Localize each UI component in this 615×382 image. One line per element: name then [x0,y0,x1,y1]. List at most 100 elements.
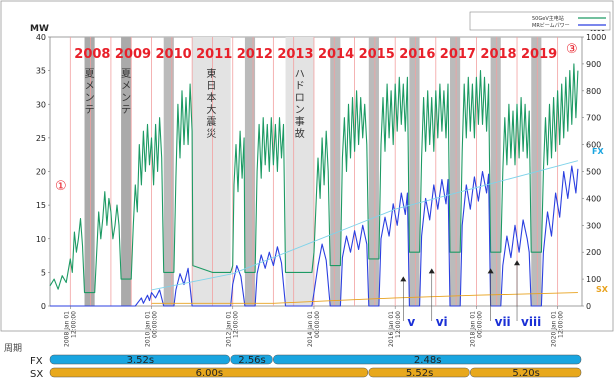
shutdown-label-char: テ [85,105,95,116]
event-marker-label: v [407,315,415,329]
shutdown-band [163,37,174,306]
x-tick-label: 2010 Jan 01 [145,311,152,347]
year-label: 2016 [399,47,435,62]
y-left-tick-label: 40 [36,33,46,42]
x-tick-label: 00:00:00 [314,311,321,338]
shutdown-label-char: 東 [206,67,216,80]
chart-frame [0,0,614,332]
x-tick-label: 2014 Jan 01 [307,311,314,347]
x-tick-label: 2012 Jan 01 [226,311,233,347]
shutdown-label-char: テ [121,105,131,116]
legend-item-1: 50GeV主电站 [532,15,564,22]
event-marker-arrow [487,268,494,274]
cycle-bar-layer: 3.52s 2.56s 2.48s 6.00s 5.52s 5.20s [49,354,582,379]
shutdown-band [285,37,314,306]
y-right-tick-label: 200 [586,248,601,257]
y-left-tick-label: 10 [36,235,46,244]
y-right-tick-label: 400 [586,194,601,203]
y-left-tick-label: 30 [36,100,46,109]
y-left-tick-label: 0 [41,302,46,311]
sx-segment-label: 6.00s [196,368,223,379]
year-label-layer: 2008 2009 2010 2011 2012 2013 2014 2015 2016 2017… [74,47,557,62]
x-tick-label: 00:00:00 [476,311,483,338]
year-label: 2017 [440,47,476,62]
event-marker-label: vii [495,315,511,329]
year-label: 2015 [359,47,395,62]
event-marker-arrow [400,276,407,282]
shutdown-label-char: ド [295,81,305,92]
event-marker-label: viii [521,315,541,329]
x-tick-label: 2016 Jan 01 [388,311,395,347]
series-line-fx [151,160,579,291]
series-layer [49,63,579,307]
sx-segment-label: 5.20s [512,368,539,379]
y-left-unit: MW [30,24,49,34]
y-right-tick-label: 300 [586,221,601,230]
year-label: 2009 [115,47,151,62]
shutdown-label-char: 日 [206,81,216,92]
y-right-tick-label: 800 [586,87,601,96]
y-right-tick-label: 100 [586,275,601,284]
shutdown-label-char: ン [85,93,95,104]
sx-side-label: SX [596,285,609,294]
shutdown-band [84,37,95,306]
fx-segment-label: 2.56s [238,355,265,366]
circle-label-3: ③ [566,42,578,57]
fx-segment [230,354,273,365]
event-marker-layer: v vi vii viii [400,260,541,329]
shutdown-label-char: ン [295,105,305,116]
circle-label-1: ① [55,179,67,194]
year-label: 2008 [74,47,110,62]
fx-segment-label: 2.48s [414,355,441,366]
year-label: 2018 [480,47,516,62]
shutdown-label-char: 事 [295,115,305,128]
shutdown-band [368,37,379,306]
x-tick-label: 2018 Jan 01 [469,311,476,347]
y-left-tick-label: 35 [36,67,46,76]
series-line-50gev主电站 [49,63,579,294]
y-left-tick-label: 5 [41,268,46,277]
fx-segment-label: 3.52s [127,355,154,366]
year-label: 2012 [237,47,273,62]
shutdown-label-char: メ [85,81,95,92]
fx-row-label: FX [30,356,43,367]
fx-side-label: FX [592,147,604,156]
y-left-tick-label: 15 [36,201,46,210]
x-tick-label: 12:00:00 [70,311,77,338]
y-right-tick-label: 0 [586,302,591,311]
shutdown-band [121,37,132,306]
x-tick-label: 12:00:00 [558,311,565,338]
x-tick-label: 00:00:00 [152,311,159,338]
sx-segment [470,367,582,378]
cycle-label: 周期 [4,343,22,354]
shutdown-band [409,37,420,306]
shutdown-label-char: 故 [295,127,305,140]
date-tick-layer: 2008 Jan 01 12:00:00 2010 Jan 01 00:00:00 20… [63,306,565,347]
event-marker-arrow [428,268,435,274]
x-tick-label: 2008 Jan 01 [63,311,70,347]
shutdown-label-char: 大 [206,103,216,116]
year-label: 2019 [521,47,557,62]
fx-segment [273,354,582,365]
shutdown-band [192,37,231,306]
series-line-mrビームパワー [50,165,579,307]
shutdown-label-char: 災 [206,128,216,140]
sx-segment [49,367,369,378]
shutdown-band [330,37,341,306]
y-right-tick-label: 1000 [586,33,606,42]
shutdown-label-char: ン [121,93,131,104]
y-right-tick-label: 500 [586,168,601,177]
shutdown-label-char: 震 [206,116,216,128]
sx-row-label: SX [30,369,43,380]
y-right-tick-label: 700 [586,114,601,123]
shutdown-band [490,37,501,306]
shutdown-band [450,37,461,306]
x-tick-label: 12:00:00 [233,311,240,338]
event-marker-arrow [514,260,521,266]
y-left-tick-label: 25 [36,134,46,143]
x-tick-label: 12:00:00 [395,311,402,338]
sx-segment-label: 5.52s [406,368,433,379]
